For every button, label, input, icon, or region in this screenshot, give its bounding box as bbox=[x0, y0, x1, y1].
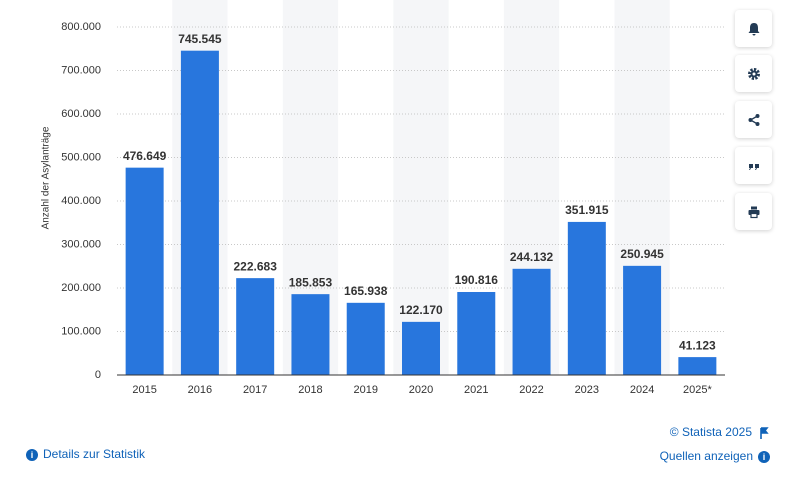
bell-icon bbox=[748, 22, 759, 35]
info-icon bbox=[758, 451, 770, 463]
bar bbox=[512, 268, 551, 375]
print-button[interactable] bbox=[735, 193, 772, 230]
bar bbox=[180, 50, 219, 375]
y-tick-label: 800.000 bbox=[61, 21, 101, 33]
x-tick-label: 2016 bbox=[188, 384, 212, 396]
bar bbox=[457, 291, 496, 375]
y-tick-label: 500.000 bbox=[61, 151, 101, 163]
data-label: 745.545 bbox=[178, 32, 222, 46]
y-tick-label: 200.000 bbox=[61, 282, 101, 294]
gear-icon bbox=[747, 67, 760, 80]
x-tick-label: 2019 bbox=[353, 384, 377, 396]
flag-icon bbox=[760, 427, 769, 439]
x-tick-label: 2023 bbox=[575, 384, 599, 396]
data-label: 351.915 bbox=[565, 203, 609, 217]
notification-button[interactable] bbox=[735, 10, 772, 47]
x-tick-label: 2025* bbox=[683, 384, 712, 396]
data-label: 222.683 bbox=[233, 259, 277, 273]
data-label: 244.132 bbox=[510, 250, 554, 264]
bar bbox=[236, 278, 275, 375]
chart: Anzahl der Asylanträge 0 100.000 200.000 30… bbox=[40, 0, 725, 396]
y-tick-label: 600.000 bbox=[61, 108, 101, 120]
y-tick-label: 400.000 bbox=[61, 195, 101, 207]
data-label: 476.649 bbox=[123, 149, 167, 163]
quote-icon bbox=[748, 163, 759, 170]
x-tick-label: 2020 bbox=[409, 384, 433, 396]
bar bbox=[678, 357, 717, 375]
data-label: 190.816 bbox=[455, 273, 499, 287]
cite-button[interactable] bbox=[735, 147, 772, 184]
data-label: 165.938 bbox=[344, 284, 388, 298]
settings-button[interactable] bbox=[735, 55, 772, 92]
y-tick-label: 700.000 bbox=[61, 64, 101, 76]
x-tick-label: 2015 bbox=[132, 384, 156, 396]
bar bbox=[402, 321, 440, 375]
bar bbox=[567, 221, 606, 375]
stripe bbox=[393, 0, 449, 375]
data-label: 122.170 bbox=[399, 303, 443, 317]
y-tick-label: 100.000 bbox=[61, 325, 101, 337]
x-tick-label: 2021 bbox=[464, 384, 488, 396]
bar bbox=[623, 265, 662, 375]
x-tick-label: 2018 bbox=[298, 384, 322, 396]
data-label: 250.945 bbox=[620, 247, 664, 261]
bar bbox=[291, 294, 330, 375]
bar bbox=[346, 302, 385, 375]
share-button[interactable] bbox=[735, 101, 772, 138]
x-tick-label: 2017 bbox=[243, 384, 267, 396]
info-glyph: i bbox=[763, 452, 766, 462]
y-tick-label: 0 bbox=[95, 369, 101, 381]
data-label: 185.853 bbox=[289, 275, 333, 289]
share-icon bbox=[748, 113, 759, 126]
data-label: 41.123 bbox=[679, 338, 716, 352]
x-tick-label: 2024 bbox=[630, 384, 654, 396]
print-icon bbox=[748, 206, 759, 218]
y-axis-label: Anzahl der Asylanträge bbox=[41, 126, 52, 229]
x-tick-label: 2022 bbox=[519, 384, 543, 396]
y-tick-label: 300.000 bbox=[61, 238, 101, 250]
bar bbox=[125, 167, 164, 375]
